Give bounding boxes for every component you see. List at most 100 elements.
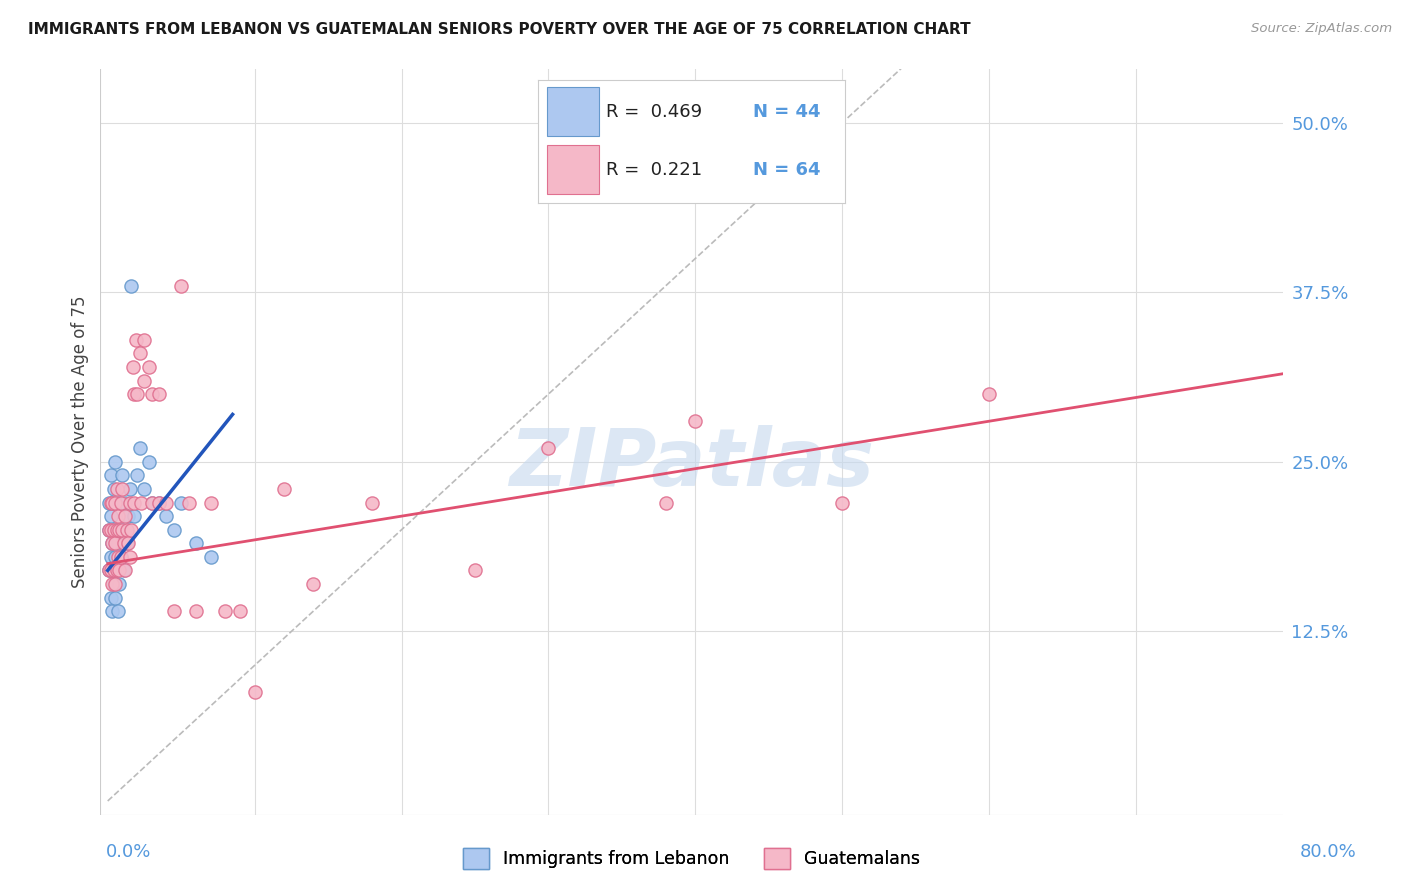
Point: [141, 495, 163, 509]
Point: [111, 523, 134, 537]
Point: [114, 509, 136, 524]
Point: [100, 509, 122, 524]
Point: [101, 604, 124, 618]
Point: [177, 495, 200, 509]
Point: [685, 414, 707, 428]
Point: [104, 577, 127, 591]
Text: ZIPatlas: ZIPatlas: [509, 425, 875, 503]
Point: [103, 523, 125, 537]
Point: [163, 604, 186, 618]
Point: [118, 495, 141, 509]
Point: [98, 495, 121, 509]
Point: [138, 455, 160, 469]
Point: [125, 468, 148, 483]
Point: [100, 495, 122, 509]
Point: [831, 495, 853, 509]
Point: [148, 495, 170, 509]
Point: [100, 549, 122, 564]
Point: [155, 509, 177, 524]
Text: 80.0%: 80.0%: [1301, 843, 1357, 861]
Point: [134, 333, 156, 347]
Point: [101, 536, 124, 550]
Point: [107, 549, 129, 564]
Point: [105, 523, 128, 537]
Point: [110, 495, 132, 509]
Point: [107, 509, 129, 524]
Point: [148, 495, 170, 509]
Point: [655, 495, 678, 509]
Point: [163, 523, 186, 537]
Point: [115, 523, 138, 537]
Point: [122, 495, 145, 509]
Point: [101, 563, 124, 577]
Point: [118, 549, 141, 564]
Point: [117, 536, 139, 550]
Point: [98, 563, 121, 577]
Point: [184, 604, 207, 618]
Point: [155, 495, 177, 509]
Point: [101, 536, 124, 550]
Point: [108, 523, 131, 537]
Point: [98, 523, 121, 537]
Point: [122, 387, 145, 401]
Point: [214, 604, 236, 618]
Point: [100, 523, 122, 537]
Point: [101, 577, 124, 591]
Point: [148, 387, 170, 401]
Point: [537, 442, 560, 456]
Point: [170, 278, 193, 293]
Point: [184, 536, 207, 550]
Point: [121, 359, 143, 374]
Point: [125, 387, 148, 401]
Point: [110, 549, 132, 564]
Point: [105, 523, 128, 537]
Point: [120, 278, 142, 293]
Point: [104, 591, 127, 605]
Point: [170, 495, 193, 509]
Point: [98, 523, 121, 537]
Point: [98, 563, 121, 577]
Point: [110, 549, 132, 564]
Point: [105, 563, 128, 577]
Point: [114, 563, 136, 577]
Point: [118, 482, 141, 496]
Point: [108, 563, 131, 577]
Point: [134, 374, 156, 388]
Point: [229, 604, 252, 618]
Point: [103, 563, 125, 577]
Point: [111, 468, 134, 483]
Point: [101, 495, 124, 509]
Legend: Immigrants from Lebanon, Guatemalans: Immigrants from Lebanon, Guatemalans: [463, 848, 920, 870]
Point: [131, 495, 153, 509]
Text: Source: ZipAtlas.com: Source: ZipAtlas.com: [1251, 22, 1392, 36]
Point: [107, 604, 129, 618]
Point: [141, 387, 163, 401]
Point: [107, 536, 129, 550]
Point: [100, 563, 122, 577]
Text: 0.0%: 0.0%: [105, 843, 150, 861]
Y-axis label: Seniors Poverty Over the Age of 75: Seniors Poverty Over the Age of 75: [72, 295, 89, 588]
Text: IMMIGRANTS FROM LEBANON VS GUATEMALAN SENIORS POVERTY OVER THE AGE OF 75 CORRELA: IMMIGRANTS FROM LEBANON VS GUATEMALAN SE…: [28, 22, 970, 37]
Point: [111, 482, 134, 496]
Point: [103, 482, 125, 496]
Point: [111, 523, 134, 537]
Point: [361, 495, 384, 509]
Point: [134, 482, 156, 496]
Point: [108, 495, 131, 509]
Point: [112, 536, 135, 550]
Point: [302, 577, 325, 591]
Point: [138, 359, 160, 374]
Point: [464, 563, 486, 577]
Point: [105, 482, 128, 496]
Point: [200, 549, 222, 564]
Point: [114, 495, 136, 509]
Point: [100, 468, 122, 483]
Point: [200, 495, 222, 509]
Point: [117, 509, 139, 524]
Point: [273, 482, 295, 496]
Point: [103, 577, 125, 591]
Point: [979, 387, 1001, 401]
Point: [104, 536, 127, 550]
Point: [120, 523, 142, 537]
Point: [104, 455, 127, 469]
